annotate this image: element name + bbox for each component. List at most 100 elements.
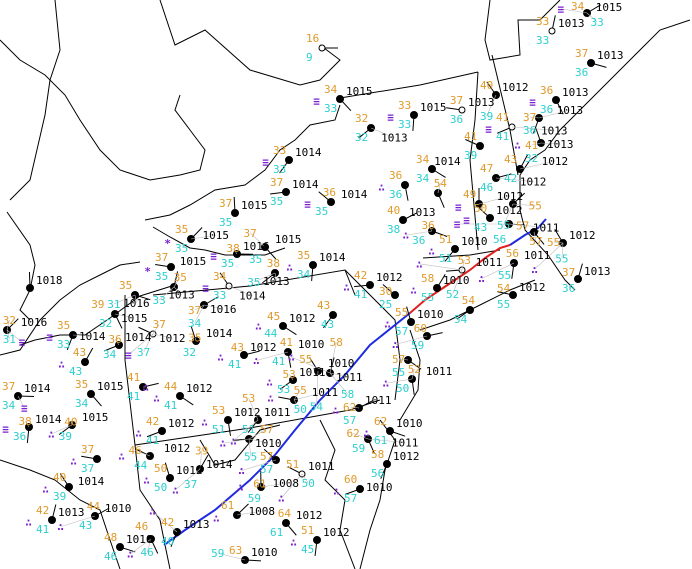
label-leader-line [6, 329, 10, 340]
pressure-label: 1012 [164, 442, 191, 455]
weather-rain-icon: ∴ [332, 404, 339, 417]
sky-cover-marker [313, 536, 321, 544]
label-leader-line [461, 259, 465, 271]
pressure-label: 1012 [519, 281, 546, 294]
weather-fog-icon: ≡ [304, 198, 311, 211]
temperature-label: 42 [146, 415, 159, 428]
sky-cover-marker [574, 275, 582, 283]
temperature-label: 53 [242, 392, 255, 405]
station-plot [548, 15, 556, 35]
station-plot [456, 306, 474, 320]
sky-cover-marker [224, 416, 232, 424]
pressure-label: 1012 [186, 382, 213, 395]
pressure-label: 1008 [273, 477, 300, 490]
pressure-label: 1012 [159, 332, 186, 345]
label-leader-line [534, 242, 564, 270]
lake-ontario-shore [144, 104, 341, 221]
pressure-label: 1012 [376, 271, 403, 284]
weather-rain-icon: ∴ [531, 263, 538, 276]
sky-cover-marker [383, 460, 391, 468]
weather-fog-icon: ≡ [529, 96, 536, 109]
temperature-label: 37 [155, 251, 168, 264]
temperature-label: 50 [154, 462, 167, 475]
dewpoint-label: 32 [525, 152, 538, 165]
label-leader-line [511, 126, 555, 131]
temperature-label: 55 [395, 306, 408, 319]
pressure-label: 1010 [126, 533, 153, 546]
temperature-label: 40 [480, 79, 493, 92]
label-leader-line [553, 241, 564, 244]
weather-rain-icon: ∴ [392, 339, 399, 352]
temperature-label: 63 [229, 544, 242, 557]
label-leader-line [486, 94, 497, 117]
sky-cover-marker [87, 390, 95, 398]
sky-cover-marker [410, 111, 418, 119]
weather-fog-icon: ≡ [387, 111, 394, 124]
station-plot [477, 206, 494, 222]
pressure-label: 1013 [541, 124, 568, 137]
weather-rain-icon: ∴ [48, 428, 55, 441]
pressure-label: 1010 [251, 546, 278, 559]
weather-rain-icon: ∴ [58, 358, 65, 371]
label-leader-line [70, 421, 73, 426]
dewpoint-label: 41 [272, 355, 285, 368]
label-leader-line [248, 438, 252, 457]
temperature-label: 58 [421, 272, 434, 285]
dewpoint-label: 41 [354, 288, 367, 301]
weather-fog-icon: ≡ [455, 201, 462, 214]
label-leader-line [495, 177, 534, 182]
dewpoint-label: 37 [137, 346, 150, 359]
weather-rain-icon: ∴ [70, 455, 77, 468]
dewpoint-label: 25 [379, 298, 392, 311]
temperature-label: 55 [547, 236, 560, 249]
label-leader-line [411, 368, 415, 380]
temperature-label: 37 [2, 380, 15, 393]
pressure-label: 1016 [243, 240, 270, 253]
weather-fog-icon: ≡ [2, 423, 9, 436]
dewpoint-label: 36 [540, 103, 553, 116]
dewpoint-label: 31 [107, 298, 120, 311]
temperature-label: 43 [73, 346, 86, 359]
dewpoint-label: 55 [498, 269, 511, 282]
dewpoint-label: 35 [247, 276, 260, 289]
weather-fog-icon: ≡ [202, 282, 209, 295]
temperature-label: 47 [480, 162, 493, 175]
temperature-label: 36 [540, 84, 553, 97]
temperature-label: 51 [286, 458, 299, 471]
dewpoint-label: 33 [324, 102, 337, 115]
pressure-label: 1011 [264, 406, 291, 419]
station-plot [465, 139, 484, 150]
sky-cover-marker [401, 181, 409, 189]
sky-cover-marker [433, 284, 441, 292]
temperature-label: 42 [161, 516, 174, 529]
temperature-label: 38 [19, 415, 32, 428]
temperature-label: 41 [525, 139, 538, 152]
label-leader-line [190, 234, 216, 240]
station-plot [87, 390, 102, 407]
label-leader-line [60, 515, 96, 527]
lake-shore-west [9, 0, 61, 201]
weather-rain-icon: ∴ [383, 377, 390, 390]
label-leader-line [24, 421, 30, 428]
station-plot [176, 392, 194, 406]
station-plot [187, 227, 203, 243]
pressure-label: 1011 [426, 365, 453, 378]
li-coast [419, 279, 536, 331]
weather-rain-icon: ∴ [266, 376, 273, 389]
delmarva-coast [359, 419, 396, 569]
pressure-label: 1014 [35, 413, 62, 426]
weather-fog-icon: ≡ [485, 123, 492, 136]
label-leader-line [134, 294, 137, 303]
pressure-label: 1012 [542, 155, 569, 168]
label-leader-line [281, 473, 303, 499]
weather-rain-icon: ∴ [363, 427, 370, 440]
station-plot [138, 326, 157, 338]
pressure-label: 1014 [292, 178, 319, 191]
label-leader-line [217, 552, 246, 561]
pressure-label: 1014 [206, 458, 233, 471]
label-leader-line [531, 142, 542, 146]
sky-cover-marker [509, 291, 517, 299]
temperature-label: 56 [506, 247, 519, 260]
station-plot [164, 462, 174, 482]
